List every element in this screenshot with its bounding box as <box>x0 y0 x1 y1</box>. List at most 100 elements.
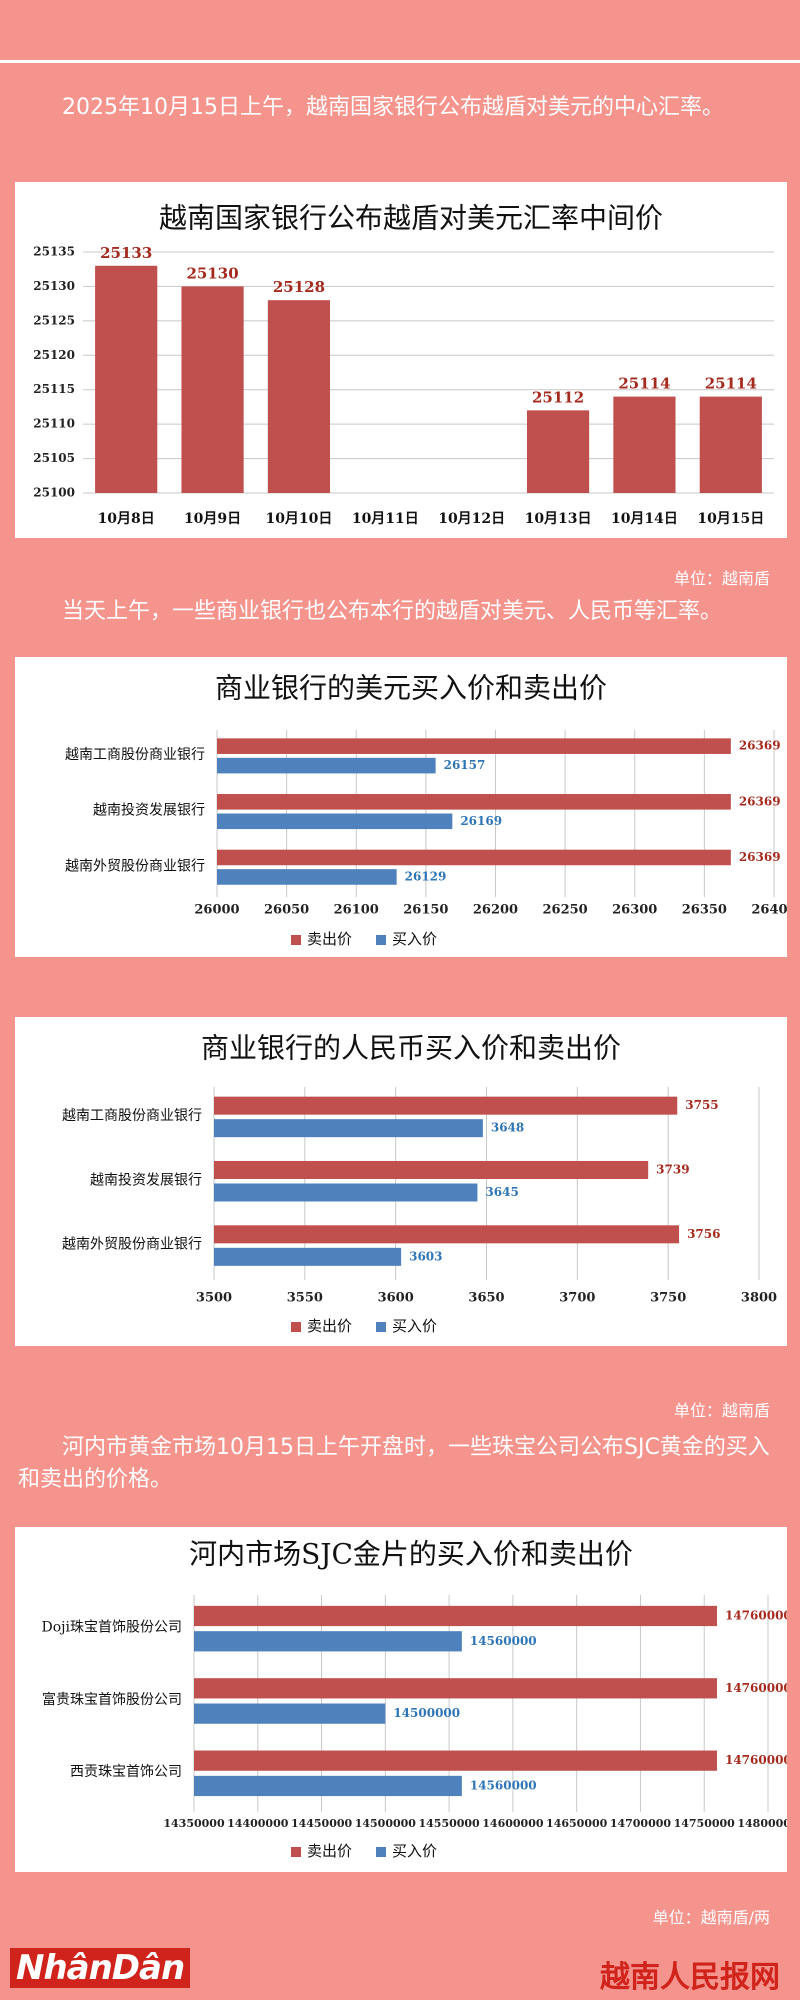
legend-label: 卖出价 <box>307 1317 352 1335</box>
chart-panel: 河内市场SJC金片的买入价和卖出价 14350000 14400000 1445000… <box>15 1527 799 1872</box>
x-tick-label: 26350 <box>682 903 727 918</box>
legend-swatch <box>291 1322 301 1332</box>
bar <box>194 1631 462 1652</box>
value-label: 3755 <box>685 1098 718 1112</box>
x-tick-label: 10月13日 <box>525 511 592 527</box>
chart-title: 河内市场SJC金片的买入价和卖出价 <box>189 1538 633 1571</box>
unit-note: 单位：越南盾 <box>673 1401 770 1420</box>
legend-swatch <box>376 935 386 945</box>
value-label: 25133 <box>100 244 152 262</box>
value-label: 25114 <box>705 375 757 393</box>
value-label: 3756 <box>687 1227 720 1241</box>
chart-title: 商业银行的人民币买入价和卖出价 <box>201 1032 621 1065</box>
y-tick-label: 25120 <box>33 348 75 362</box>
bar <box>181 286 244 493</box>
value-label: 26369 <box>739 850 781 864</box>
y-tick-label: 越南外贸股份商业银行 <box>65 858 205 874</box>
value-label: 14760000 <box>725 1753 787 1767</box>
bar <box>194 1678 717 1699</box>
bar <box>194 1703 386 1724</box>
bar <box>699 396 762 493</box>
legend-label: 卖出价 <box>307 1842 352 1860</box>
value-label: 26369 <box>739 794 781 808</box>
value-label: 26169 <box>460 814 502 828</box>
logo: NhânDân <box>10 1948 191 1988</box>
chart: 越南国家银行公布越盾对美元汇率中间价 25100 25105 25110 25115 25… <box>33 202 774 527</box>
value-label: 14760000 <box>725 1608 787 1622</box>
x-tick-label: 10月14日 <box>611 511 678 527</box>
chart-panel: 商业银行的人民币买入价和卖出价 3500 3550 3600 3650 3700 3750 3… <box>15 1017 787 1346</box>
legend-swatch <box>291 935 301 945</box>
x-tick-label: 14650000 <box>546 1817 608 1830</box>
x-tick-label: 10月12日 <box>438 511 505 527</box>
chart-panel: 商业银行的美元买入价和卖出价 26000 26050 26100 26150 26200 2… <box>15 657 797 957</box>
unit-note: 单位：越南盾/两 <box>652 1908 770 1927</box>
bar <box>194 1750 717 1771</box>
x-tick-label: 3750 <box>650 1291 686 1306</box>
y-tick-label: 25110 <box>33 417 75 431</box>
bar <box>217 757 436 774</box>
value-label: 25130 <box>186 264 238 282</box>
y-tick-label: 25105 <box>33 451 75 465</box>
value-label: 26157 <box>444 758 486 772</box>
x-tick-label: 3550 <box>287 1291 323 1306</box>
x-tick-label: 14500000 <box>355 1817 417 1830</box>
chart-panel: 越南国家银行公布越盾对美元汇率中间价 25100 25105 25110 25115 25… <box>15 182 787 538</box>
bar <box>214 1247 402 1266</box>
value-label: 14760000 <box>725 1681 787 1695</box>
bar <box>214 1225 680 1244</box>
chart-title: 越南国家银行公布越盾对美元汇率中间价 <box>159 202 663 235</box>
x-tick-label: 14400000 <box>227 1817 289 1830</box>
value-label: 25128 <box>273 278 325 296</box>
x-tick-label: 3500 <box>196 1291 232 1306</box>
y-tick-label: 25115 <box>33 382 75 396</box>
unit-note: 单位：越南盾 <box>673 569 770 588</box>
bar <box>526 410 590 493</box>
x-tick-label: 26150 <box>403 903 448 918</box>
x-tick-label: 26250 <box>543 903 588 918</box>
value-label: 26369 <box>739 739 781 753</box>
value-label: 14560000 <box>470 1634 537 1648</box>
bar <box>95 265 158 493</box>
legend-label: 卖出价 <box>307 930 352 948</box>
x-tick-label: 26050 <box>264 903 309 918</box>
value-label: 26129 <box>405 869 447 883</box>
x-tick-label: 14700000 <box>610 1817 672 1830</box>
chart: 商业银行的人民币买入价和卖出价 3500 3550 3600 3650 3700 3750 3… <box>62 1032 777 1336</box>
y-tick-label: 越南投资发展银行 <box>90 1172 202 1188</box>
x-tick-label: 14750000 <box>674 1817 736 1830</box>
chart-title: 商业银行的美元买入价和卖出价 <box>215 672 607 705</box>
x-tick-label: 14450000 <box>291 1817 353 1830</box>
x-tick-label: 10月10日 <box>265 511 332 527</box>
y-tick-label: Doji珠宝首饰股份公司 <box>42 1620 182 1636</box>
site-name: 越南人民报网 <box>600 1960 780 1995</box>
bar <box>214 1096 678 1115</box>
bar <box>613 396 676 493</box>
bar <box>217 849 731 866</box>
y-tick-label: 25125 <box>33 313 75 327</box>
x-tick-label: 26200 <box>473 903 518 918</box>
x-tick-label: 14550000 <box>418 1817 480 1830</box>
value-label: 14500000 <box>393 1706 460 1720</box>
bar <box>194 1775 462 1797</box>
paragraph: 当天上午，一些商业银行也公布本行的越盾对美元、人民币等汇率。 <box>62 599 723 624</box>
divider <box>0 60 800 63</box>
x-tick-label: 14350000 <box>163 1817 225 1830</box>
value-label: 25112 <box>532 388 584 406</box>
bar <box>214 1160 649 1179</box>
x-tick-label: 3800 <box>741 1291 777 1306</box>
value-label: 3739 <box>656 1162 689 1176</box>
y-tick-label: 西贡珠宝首饰公司 <box>70 1764 182 1780</box>
x-tick-label: 10月15日 <box>697 511 764 527</box>
paragraph: 河内市黄金市场10月15日上午开盘时，一些珠宝公司公布SJC黄金的买入和卖出的价… <box>18 1435 770 1492</box>
paragraph: 2025年10月15日上午，越南国家银行公布越盾对美元的中心汇率。 <box>62 95 724 120</box>
x-tick-label: 3650 <box>468 1291 504 1306</box>
x-tick-label: 26400 <box>751 903 787 918</box>
x-tick-label: 3600 <box>378 1291 414 1306</box>
y-tick-label: 越南工商股份商业银行 <box>65 747 205 763</box>
x-tick-label: 26300 <box>612 903 657 918</box>
legend-label: 买入价 <box>392 930 437 948</box>
value-label: 3648 <box>491 1121 524 1135</box>
legend-swatch <box>376 1847 386 1857</box>
